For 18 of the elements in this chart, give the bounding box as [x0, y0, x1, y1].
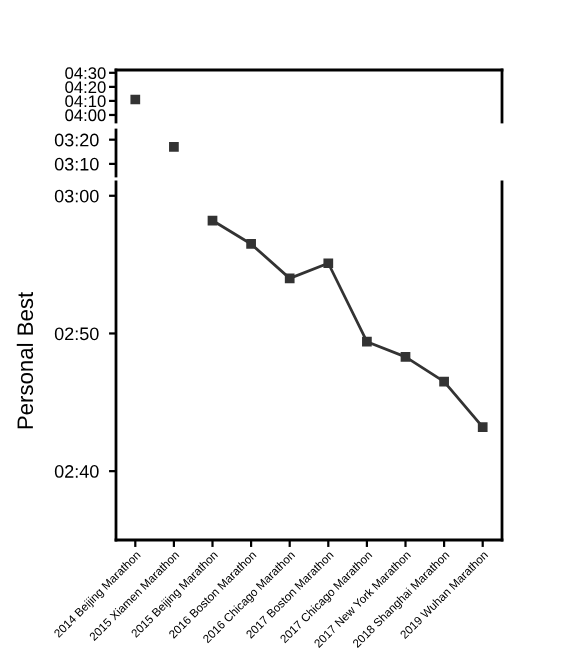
- y-tick-label: 04:10: [65, 95, 106, 108]
- y-tick-label: 02:50: [54, 327, 99, 341]
- point: [323, 258, 334, 269]
- y-axis-title: Personal Best: [16, 291, 34, 429]
- point: [400, 352, 411, 362]
- y-tick-label: 02:40: [54, 465, 99, 478]
- y-tick-label: 03:10: [54, 157, 99, 171]
- point: [362, 336, 372, 347]
- y-tick-label: 04:30: [65, 67, 106, 80]
- y-tick-label: 04:00: [65, 109, 106, 122]
- y-tick-label: 04:20: [65, 81, 106, 94]
- point: [439, 376, 449, 387]
- point: [207, 215, 218, 226]
- y-tick-label: 03:20: [54, 133, 99, 147]
- point: [246, 239, 256, 249]
- y-tick-label: 03:00: [54, 189, 99, 203]
- point: [284, 273, 295, 284]
- point: [477, 422, 488, 432]
